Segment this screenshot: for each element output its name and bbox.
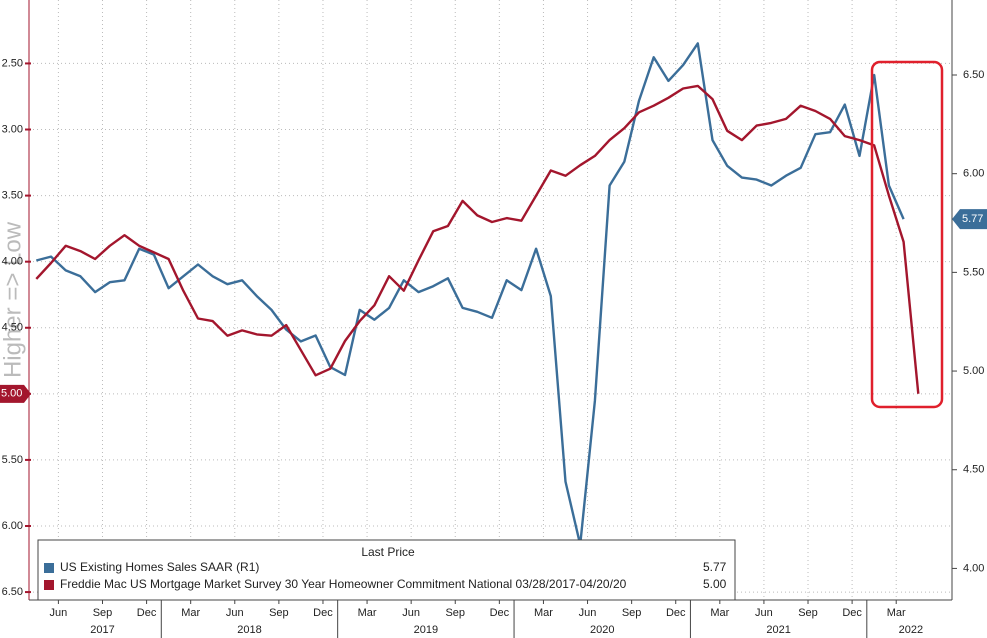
x-tick-label: Mar [710, 607, 729, 619]
y-tick-label: 3.50 [2, 190, 23, 202]
x-tick-label: Sep [798, 607, 818, 619]
x-tick-label: Sep [622, 607, 642, 619]
y2-tick-label: 6.50 [963, 69, 984, 81]
last-price-tag [0, 384, 31, 403]
year-label: 2020 [590, 624, 614, 636]
last-price-label: 5.00 [1, 388, 22, 400]
x-tick-label: Dec [490, 607, 510, 619]
x-tick-label: Jun [755, 607, 773, 619]
legend-swatch [44, 563, 54, 573]
x-tick-label: Mar [358, 607, 377, 619]
x-tick-label: Jun [50, 607, 68, 619]
x-tick-label: Dec [842, 607, 862, 619]
x-tick-label: Mar [887, 607, 906, 619]
x-tick-label: Mar [534, 607, 553, 619]
y2-tick-label: 4.00 [963, 562, 984, 574]
legend-box [37, 539, 736, 601]
x-tick-label: Mar [181, 607, 200, 619]
x-tick-label: Jun [226, 607, 244, 619]
series-line [35, 42, 905, 546]
legend-swatch [44, 580, 54, 590]
y2-tick-label: 4.50 [963, 464, 984, 476]
legend-value: 5.77 [703, 560, 727, 574]
y-tick-label: 4.00 [2, 256, 23, 268]
year-label: 2022 [899, 624, 923, 636]
last-price-label: 5.77 [962, 213, 983, 225]
x-tick-label: Sep [445, 607, 465, 619]
legend-title: Last Price [361, 545, 415, 559]
y-tick-label: 6.50 [2, 586, 23, 598]
lines [35, 42, 920, 546]
series-line [35, 84, 920, 394]
year-label: 2021 [766, 624, 790, 636]
labels: 2.50 3.00 3.50 4.00 4.50 5.00 5.50 6.00 6.50 4.00… [0, 57, 987, 636]
y2-tick-label: 6.00 [963, 168, 984, 180]
x-tick-label: Dec [137, 607, 157, 619]
y-tick-label: 5.50 [2, 454, 23, 466]
x-tick-label: Sep [269, 607, 289, 619]
y-tick-label: 2.50 [2, 57, 23, 69]
axis-label: Higher => Low [0, 221, 26, 378]
y-tick-label: 4.50 [2, 322, 23, 334]
year-label: 2019 [414, 624, 438, 636]
x-tick-label: Jun [402, 607, 420, 619]
y2-tick-label: 5.00 [963, 365, 984, 377]
legend-value: 5.00 [703, 577, 727, 591]
x-tick-label: Jun [579, 607, 597, 619]
highlight-box [870, 60, 944, 409]
x-tick-label: Sep [93, 607, 113, 619]
year-label: 2018 [237, 624, 261, 636]
y-tick-label: 3.00 [2, 123, 23, 135]
x-tick-label: Dec [313, 607, 333, 619]
legend-label: Freddie Mac US Mortgage Market Survey 30… [60, 577, 627, 591]
last-price-tag [952, 209, 987, 230]
x-tick-label: Dec [666, 607, 686, 619]
y-tick-label: 6.00 [2, 520, 23, 532]
legend-label: US Existing Homes Sales SAAR (R1) [60, 560, 259, 574]
y2-tick-label: 5.50 [963, 266, 984, 278]
year-label: 2017 [90, 624, 114, 636]
legend: Last Price US Existing Homes Sales SAAR … [37, 539, 736, 601]
